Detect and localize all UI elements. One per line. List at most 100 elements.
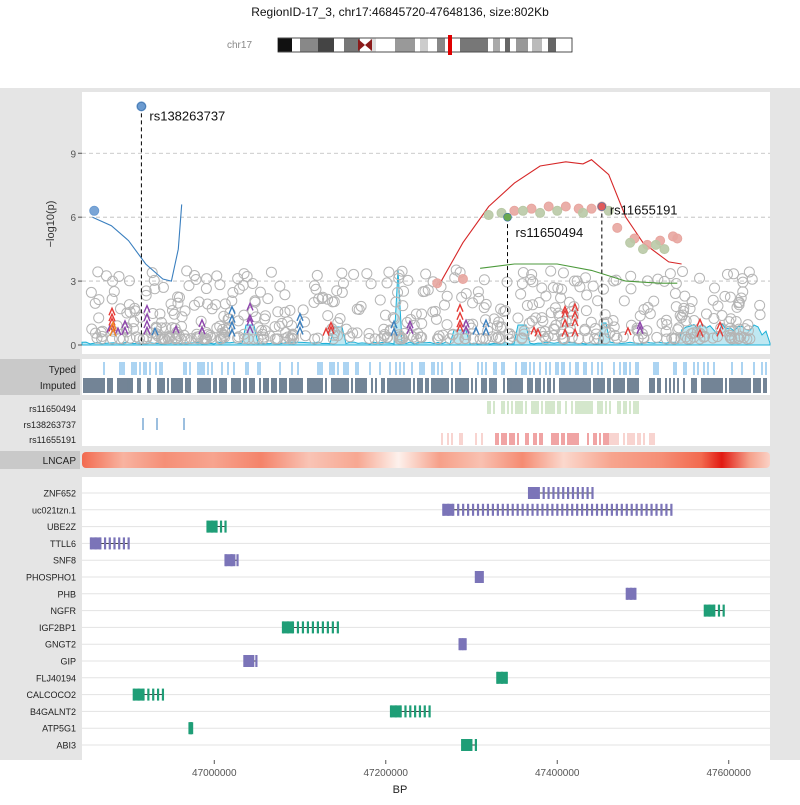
gene-exon [581,487,584,499]
snp-point-background [608,275,620,287]
gene-exon [640,503,643,516]
y-tick-label: 9 [70,149,76,160]
snp-point-background [195,315,207,327]
snp-point-background [279,289,291,301]
gene-exon [566,487,570,499]
gene-exon [605,503,609,516]
snp-point-background [148,274,160,286]
snp-point [432,278,443,289]
snp-point [659,244,670,255]
snp-triangle [571,327,579,337]
ideogram-band [370,38,376,52]
snp-point-background [490,332,502,344]
gene-label-ngfr: NGFR [51,606,77,616]
snp-point-background [736,273,748,285]
snp-point-background [383,266,395,278]
gene-exon [152,688,155,701]
snp-point-background [518,325,530,337]
snp-point-background [499,305,511,317]
snp-triangle [327,320,335,330]
snp-point-background [123,275,135,287]
snp-triangle [143,319,151,329]
ideogram-band [344,38,360,52]
snp-point-background [694,333,706,345]
snp-point-background [427,306,439,318]
gene-exon [311,621,315,634]
snp-point-background [253,322,265,334]
snp-point [650,239,661,250]
gene-label-gngt2: GNGT2 [45,640,76,650]
snp-point-background [239,333,251,345]
snp-point-background [340,323,352,335]
snp-point-background [264,330,276,342]
centromere-left [358,39,365,51]
typed-imputed-label-bg [0,359,80,395]
gene-utr [390,705,401,718]
snp-point-background [363,328,375,340]
gene-exon [590,503,594,516]
gene-exon [321,621,324,634]
snp-point [625,237,636,248]
snp-point-background [392,287,404,299]
snp-point-background [700,308,712,320]
snp-point-background [85,286,97,298]
gene-exon [291,621,295,634]
snp-point-background [89,297,101,309]
ideogram-region-marker [448,35,452,55]
snp-point-background [648,295,660,307]
snp-point [457,273,468,284]
snp-triangle [571,309,579,319]
snp-triangle [716,327,724,337]
snp-point-background [525,273,537,285]
snp-point-background [257,328,269,340]
snp-point [552,205,563,216]
gene-exon [625,503,628,516]
snp-triangle [198,325,206,335]
snp-triangle [390,319,398,329]
snp-point-background [517,267,529,279]
snp-triangle [228,313,236,323]
gene-exon [161,688,165,701]
gene-exon [108,537,111,550]
snp-point-background [262,293,274,305]
snp-point-background [172,297,184,309]
chart-title: RegionID-17_3, chr17:46845720-47648136, … [251,5,549,19]
snp-point [89,205,100,216]
snp-point-background [580,305,592,317]
snp-triangle [114,326,122,336]
snp-point-background [274,280,286,292]
snp-triangle [561,318,569,328]
snp-point-background [742,319,754,331]
gene-label-flj40194: FLJ40194 [36,673,76,683]
snp-point-background [675,332,687,344]
gene-exon [481,571,484,583]
snp-point-background [661,333,673,345]
snp-triangle [246,316,254,326]
gene-panel [82,477,770,760]
gene-exon [491,503,494,516]
snp-point-background [494,333,506,345]
snp-point-background [518,328,530,340]
gene-exon [409,705,412,718]
snp-point-background [547,282,559,294]
snp-point-background [233,283,245,295]
gene-exon [566,503,569,516]
snp-point-background [331,285,343,297]
snp-point-background [393,269,405,281]
snp-point-background [232,273,244,285]
gene-exon [635,503,638,516]
snp-point-background [709,282,721,294]
snp-point-background [227,287,239,299]
snp-triangle [121,325,129,335]
snp-point-background [284,333,296,345]
gene-exon [645,503,648,516]
snp-point-background [504,328,516,340]
snp-point-background [478,274,490,286]
snp-point-background [394,331,406,343]
snp-point-background [599,333,611,345]
snp-point-background [232,332,244,344]
gene-utr [207,520,218,533]
series-curve-5 [480,263,678,284]
snp-point-background [679,290,691,302]
gene-exon [531,503,534,516]
